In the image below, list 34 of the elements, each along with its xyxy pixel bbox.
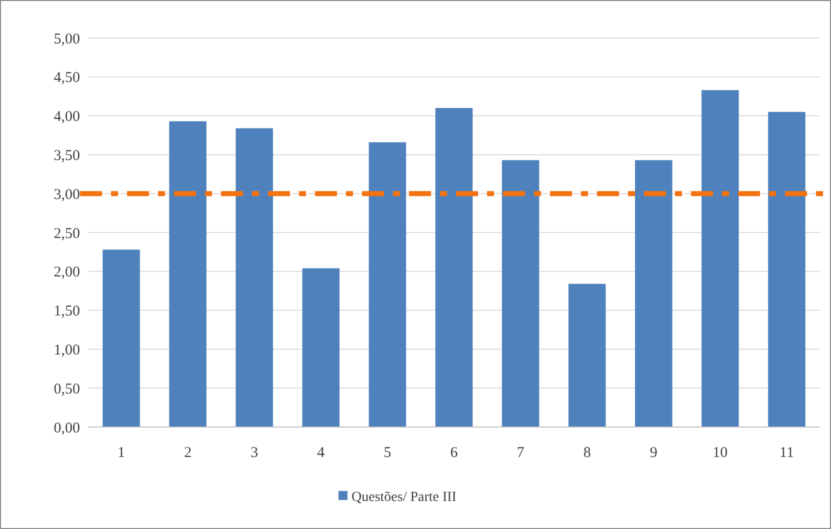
y-tick-label: 1,50 (54, 304, 80, 320)
x-tick-label: 2 (184, 445, 192, 461)
legend-label: Questões/ Parte III (352, 490, 457, 505)
y-tick-label: 1,00 (54, 342, 80, 358)
bar (102, 250, 140, 427)
bar (435, 108, 473, 427)
y-tick-label: 4,00 (54, 109, 80, 126)
x-tick-label: 8 (583, 445, 591, 461)
y-tick-label: 0,50 (54, 381, 80, 398)
bar (635, 160, 672, 427)
bar (768, 112, 806, 427)
bar (302, 268, 340, 427)
bar (702, 90, 739, 427)
x-tick-label: 5 (384, 445, 392, 461)
y-tick-label: 5,00 (54, 31, 80, 48)
y-tick-label: 4,50 (54, 70, 80, 86)
bar (368, 142, 406, 427)
x-tick-label: 1 (118, 445, 126, 461)
x-tick-label: 6 (450, 445, 458, 461)
x-tick-label: 10 (712, 445, 728, 461)
y-tick-label: 2,50 (54, 226, 80, 242)
y-tick-label: 0,00 (54, 420, 80, 436)
y-tick-label: 2,00 (54, 264, 80, 281)
bar (568, 284, 606, 427)
x-tick-label: 9 (650, 445, 658, 461)
bar (236, 128, 273, 427)
x-tick-label: 7 (516, 445, 525, 461)
bar (502, 160, 540, 427)
y-tick-label: 3,50 (54, 148, 80, 164)
y-tick-label: 3,00 (54, 186, 80, 203)
x-tick-label: 4 (317, 445, 326, 461)
x-tick-label: 11 (780, 445, 794, 461)
x-tick-label: 3 (250, 445, 258, 461)
bar (169, 121, 206, 427)
